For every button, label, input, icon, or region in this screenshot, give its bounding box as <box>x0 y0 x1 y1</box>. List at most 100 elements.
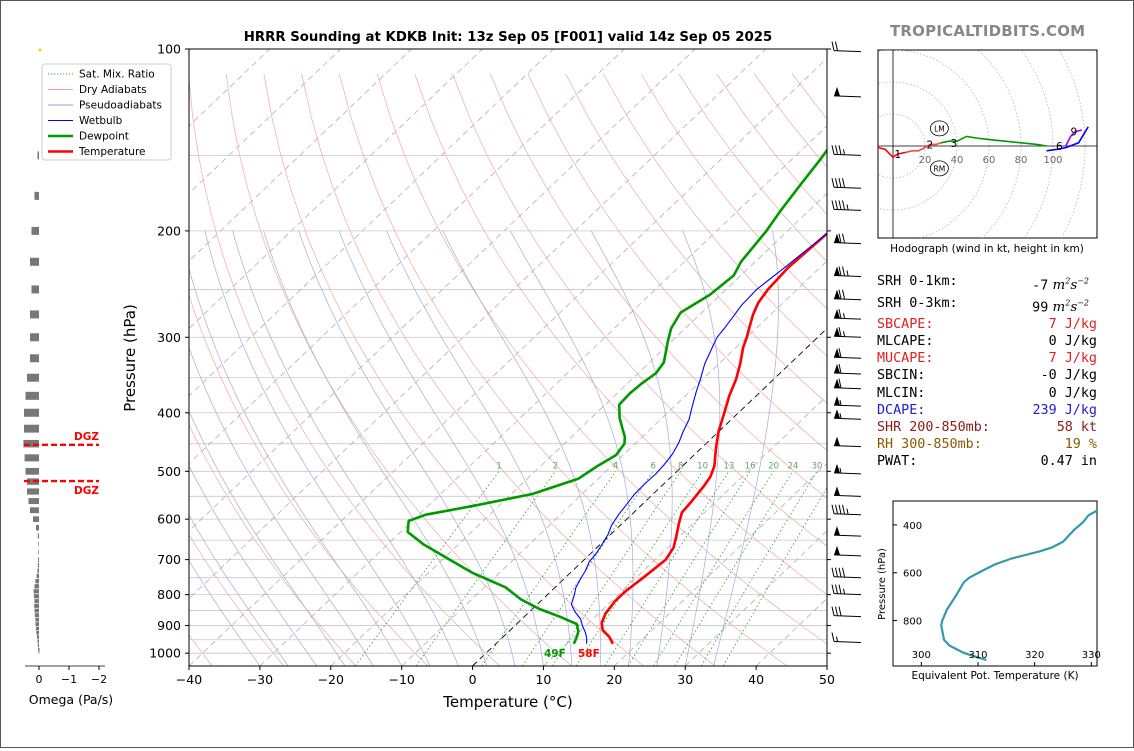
wind-barb-half <box>836 636 838 642</box>
theta-e-profile <box>940 509 1098 662</box>
wind-barb-half <box>843 149 845 155</box>
dry-adiabat <box>189 533 285 666</box>
x-tick-label: −10 <box>388 672 414 687</box>
omega-bar <box>35 617 39 622</box>
theta-e-xtick-label: 320 <box>1025 650 1044 661</box>
wind-barb-staff <box>833 417 862 420</box>
storm-motion-marker <box>930 120 949 137</box>
omega-bar <box>33 594 39 599</box>
mixing-ratio-label: 8 <box>678 461 683 471</box>
omega-bar <box>38 541 39 547</box>
wind-barb <box>831 567 862 579</box>
hodo-ring-label: 40 <box>951 155 964 166</box>
isotherm-line <box>189 49 412 262</box>
dry-adiabat <box>189 294 429 666</box>
mixing-ratio-label: 13 <box>723 461 734 471</box>
wind-barb-full <box>838 266 842 276</box>
stat-label: DCAPE: <box>877 402 926 418</box>
wind-barb-staff <box>833 445 862 448</box>
x-tick-label: −20 <box>318 672 344 687</box>
mixing-ratio-label: 30 <box>812 461 823 471</box>
theta-e-xtick-label: 310 <box>968 650 987 661</box>
isotherm-line <box>189 49 625 465</box>
stat-row: SBCIN: -0 J/kg <box>877 367 1097 384</box>
omega-tick-label: 0 <box>36 673 43 686</box>
mixing-ratio-label: 6 <box>650 461 655 471</box>
omega-bar <box>36 626 39 631</box>
wind-barb-half <box>846 270 849 276</box>
dry-adiabat <box>452 73 827 547</box>
storm-motion-label: RM <box>934 164 946 173</box>
wind-barb-full <box>838 289 842 299</box>
stat-label: MUCAPE: <box>877 351 934 367</box>
hodo-trace <box>905 142 942 154</box>
omega-tick-label: −1 <box>61 673 77 686</box>
brand-watermark: TROPICALTIDBITS.COM <box>890 22 1086 40</box>
skewt-frame <box>188 48 828 667</box>
wind-barb-staff <box>833 275 862 278</box>
dry-adiabat <box>565 73 827 404</box>
wind-barb-staff <box>833 317 862 320</box>
omega-bar <box>37 568 39 573</box>
sfc-temperature-label: 58F <box>578 648 600 660</box>
x-tick-label: 0 <box>469 672 477 687</box>
stat-value: 0 J/kg <box>1048 385 1097 401</box>
wind-barb-staff <box>833 335 862 338</box>
wind-barb-full <box>838 363 842 374</box>
mixing-ratio-label: 24 <box>787 461 798 471</box>
wind-barb-full <box>838 233 842 243</box>
wind-barb-half <box>843 313 845 319</box>
wind-barb-full <box>838 378 842 388</box>
legend-label: Temperature <box>78 146 146 158</box>
y-tick-label: 800 <box>157 587 181 602</box>
omega-bar <box>38 647 39 651</box>
stat-label: MLCAPE: <box>877 334 934 350</box>
wind-barb-full <box>838 606 842 616</box>
wind-barb <box>831 606 862 618</box>
pseudo-adiabat <box>189 346 374 666</box>
wind-barb <box>833 409 862 420</box>
omega-bar <box>27 373 39 382</box>
wind-barb-full <box>838 200 842 210</box>
isotherm-line <box>189 57 827 666</box>
wind-barb-staff <box>833 356 862 359</box>
omega-bar <box>37 533 39 539</box>
wind-barb-staff <box>833 615 862 618</box>
stat-value: 7 J/kg <box>1048 317 1097 333</box>
isotherm-line <box>189 49 554 397</box>
isotherm-line <box>189 49 696 532</box>
pseudo-adiabat <box>189 514 289 666</box>
wind-barb-half <box>839 413 842 419</box>
hodo-trace <box>878 146 906 159</box>
y-tick-label: 700 <box>157 552 181 567</box>
x-tick-label: 40 <box>748 672 764 687</box>
legend: Sat. Mix. Ratio Dry Adiabats Pseudoadiabat… <box>41 63 172 161</box>
wind-barb-flag <box>834 378 840 388</box>
legend-label: Pseudoadiabats <box>79 100 162 112</box>
omega-bar <box>30 507 39 514</box>
wind-barb-full <box>831 584 835 594</box>
hodo-height-label: 2 <box>926 139 933 151</box>
dgz-label: DGZ <box>74 431 99 443</box>
mixing-ratio-line <box>604 471 730 666</box>
wind-barb-full <box>835 606 838 616</box>
isotherm-line <box>189 49 767 600</box>
y-tick-label: 900 <box>157 618 181 633</box>
omega-bar <box>31 285 39 294</box>
pseudo-adiabat <box>590 230 673 666</box>
mixing-ratio-line <box>481 471 617 666</box>
y-tick-label: 200 <box>157 223 181 238</box>
pseudo-adiabat <box>510 230 634 666</box>
stat-label: RH 300-850mb: <box>877 436 982 452</box>
wind-barb-full <box>842 289 845 299</box>
wind-barb-half <box>839 467 842 474</box>
dry-adiabat <box>301 73 716 666</box>
omega-bar <box>24 408 39 417</box>
wind-barb-full <box>842 200 845 210</box>
mixing-ratio-label: 1 <box>496 461 501 471</box>
stat-value: 239 J/kg <box>1032 402 1098 418</box>
stat-row: MLCAPE: 0 J/kg <box>877 333 1097 350</box>
hodo-trace <box>940 135 1047 147</box>
stat-value: -0 J/kg <box>1040 368 1097 384</box>
